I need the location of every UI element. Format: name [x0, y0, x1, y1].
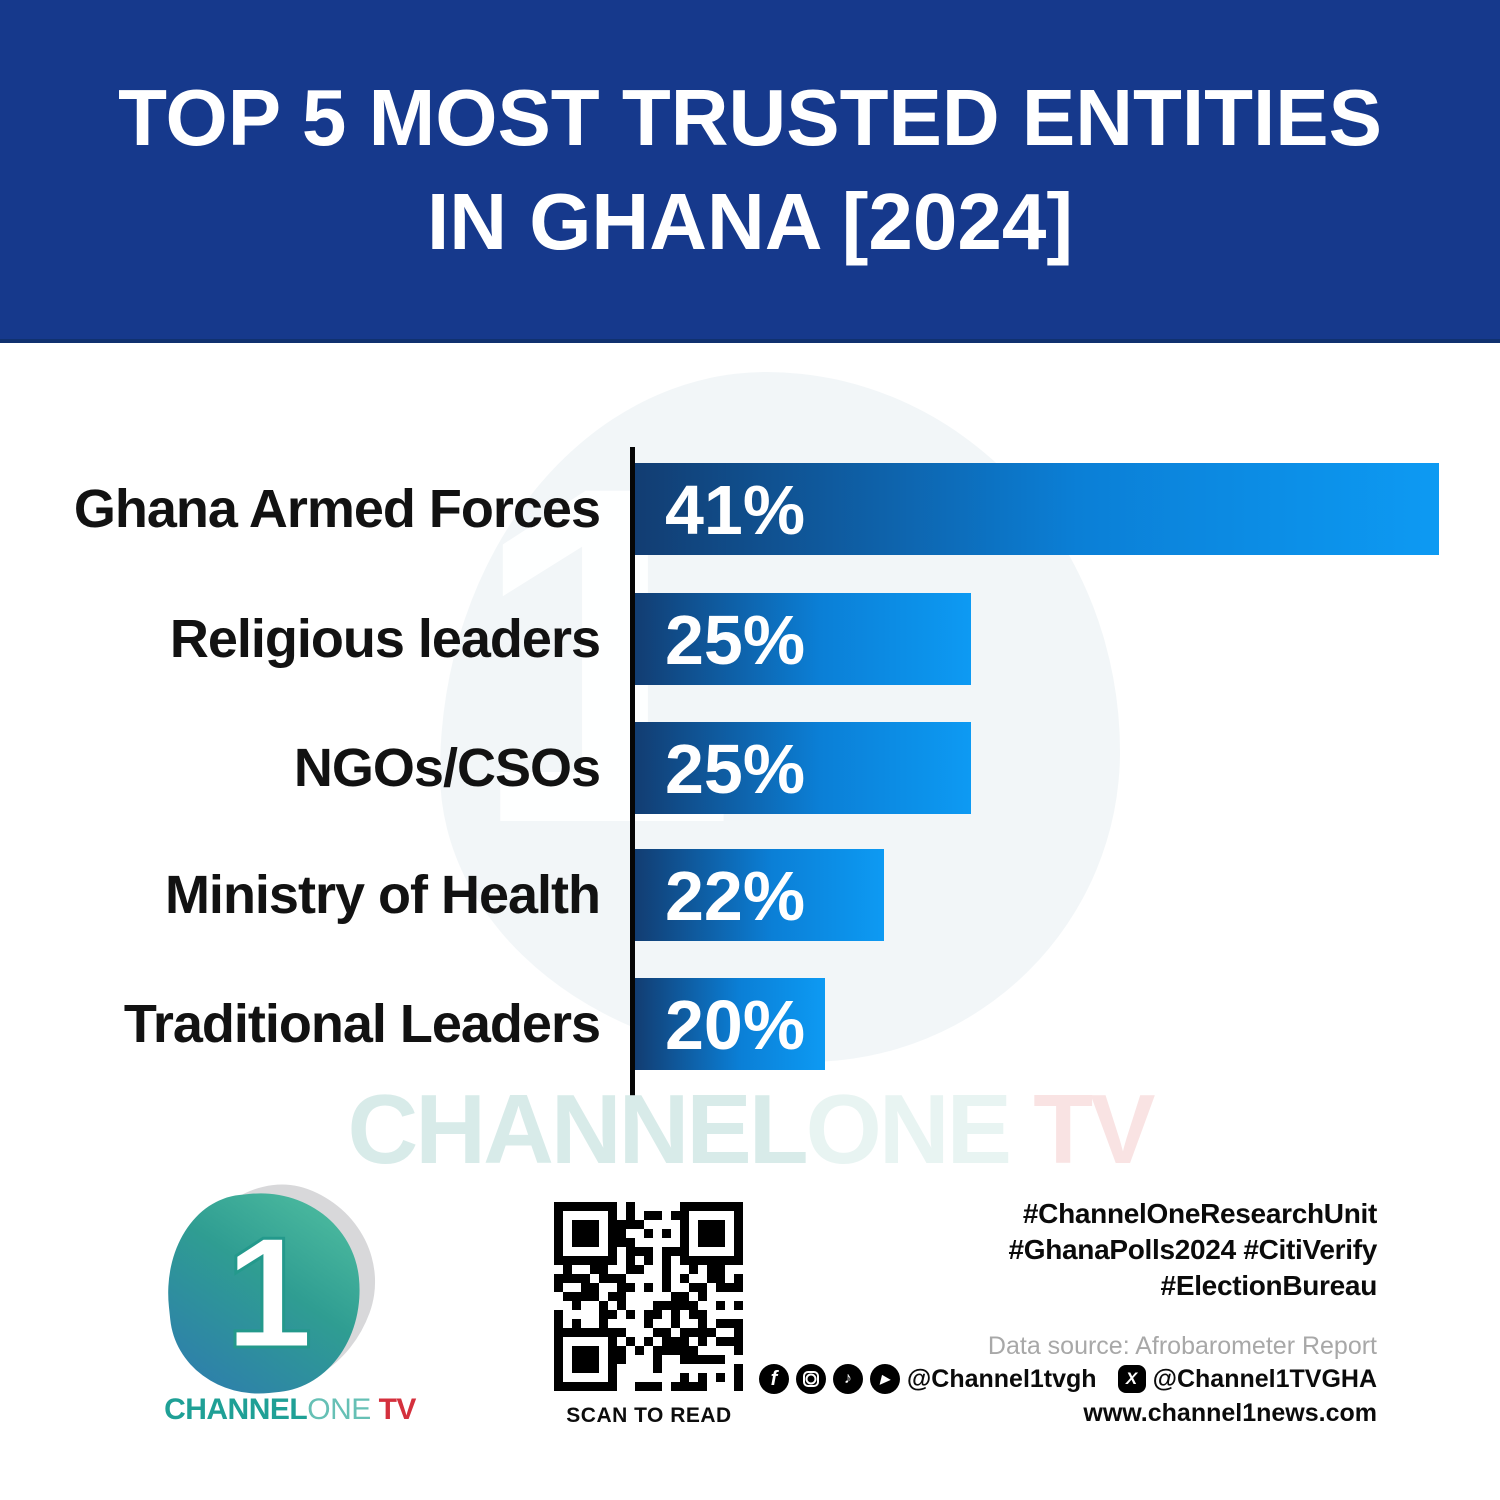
- bar-value-label: 25%: [665, 601, 806, 679]
- watermark-channel: CHANNEL: [347, 1074, 809, 1184]
- bar-value-label: 20%: [665, 986, 806, 1064]
- category-label-ministry-of-health: Ministry of Health: [164, 865, 601, 925]
- bar-value-label: 25%: [665, 730, 806, 808]
- website-url: www.channel1news.com: [1083, 1399, 1377, 1427]
- qr-caption: SCAN TO READ: [566, 1404, 732, 1427]
- logo-wordmark-channel: CHANNEL: [164, 1393, 308, 1426]
- page-title-line2: IN GHANA [2024]: [426, 176, 1074, 266]
- social-row: f ♪ ▶ @Channel1tvgh X @Channel1TVGHA: [758, 1364, 1377, 1394]
- chart-axis-line: [630, 447, 635, 1105]
- data-source: Data source: Afrobarometer Report: [987, 1332, 1377, 1360]
- hashtag-line-1: #ChannelOneResearchUnit: [1022, 1198, 1377, 1229]
- x-handle: @Channel1TVGHA: [1152, 1364, 1377, 1393]
- logo-wordmark: CHANNELONE TV: [150, 1393, 430, 1427]
- watermark-channelone-tv: CHANNELONE TV: [0, 1080, 1500, 1178]
- category-label-traditional-leaders: Traditional Leaders: [123, 994, 601, 1054]
- header-banner: TOP 5 MOST TRUSTED ENTITIES IN GHANA [20…: [0, 0, 1500, 343]
- qr-code: [554, 1202, 743, 1391]
- category-label-religious-leaders: Religious leaders: [169, 609, 601, 669]
- bar-ngos-csos: 25%: [635, 722, 971, 814]
- bar-religious-leaders: 25%: [635, 593, 971, 685]
- page-title-line1: TOP 5 MOST TRUSTED ENTITIES: [118, 72, 1382, 162]
- hashtags: #ChannelOneResearchUnit #GhanaPolls2024 …: [1008, 1196, 1377, 1304]
- bar-ministry-of-health: 22%: [635, 849, 884, 941]
- category-label-ghana-armed-forces: Ghana Armed Forces: [73, 479, 601, 539]
- watermark-tv: TV: [1009, 1074, 1155, 1184]
- hashtag-line-2: #GhanaPolls2024 #CitiVerify: [1008, 1234, 1377, 1265]
- logo-one-glyph: 1: [224, 1203, 315, 1382]
- category-label-ngos-csos: NGOs/CSOs: [293, 738, 601, 798]
- instagram-icon: [795, 1364, 826, 1394]
- channel-one-logo: 1 CHANNELONE TV: [150, 1158, 430, 1435]
- tiktok-icon: ♪: [832, 1364, 863, 1394]
- watermark-one: ONE: [805, 1074, 1012, 1184]
- bar-value-label: 22%: [665, 857, 806, 935]
- youtube-icon: ▶: [869, 1364, 900, 1394]
- social-handle: @Channel1tvgh: [906, 1364, 1097, 1393]
- hashtag-line-3: #ElectionBureau: [1160, 1270, 1378, 1301]
- x-icon: X: [1117, 1365, 1146, 1393]
- bar-ghana-armed-forces: 41%: [635, 463, 1439, 555]
- bar-traditional-leaders: 20%: [635, 978, 825, 1070]
- bar-value-label: 41%: [665, 471, 806, 549]
- facebook-icon: f: [758, 1364, 789, 1394]
- logo-wordmark-tv: TV: [370, 1393, 417, 1426]
- logo-wordmark-one: ONE: [307, 1393, 371, 1426]
